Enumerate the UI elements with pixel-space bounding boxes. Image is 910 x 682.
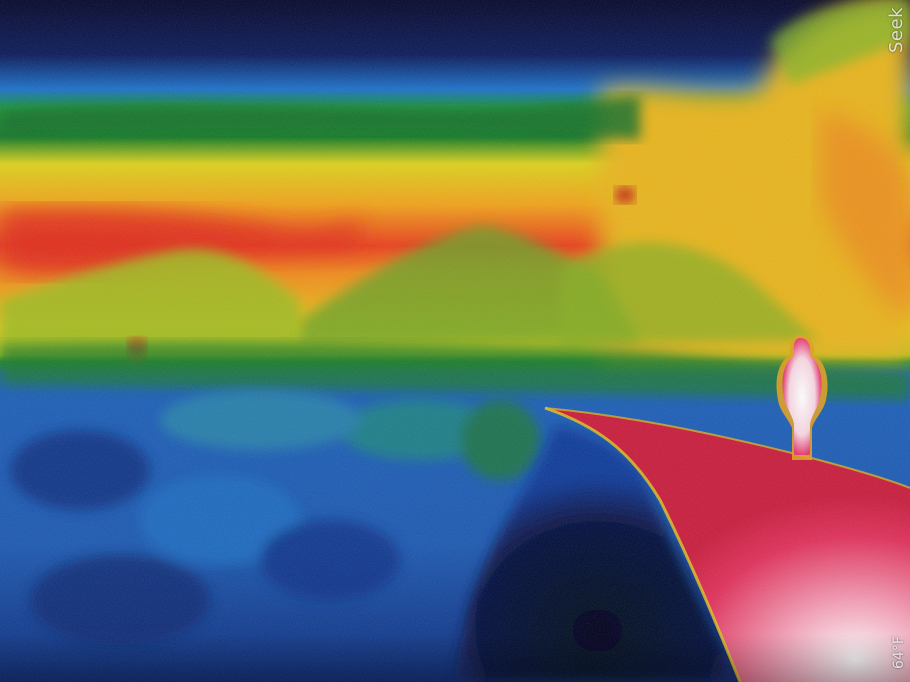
temperature-readout: 64°F: [891, 636, 907, 670]
bottom-fade-band: [0, 634, 910, 682]
brand-watermark: Seek: [886, 7, 907, 53]
